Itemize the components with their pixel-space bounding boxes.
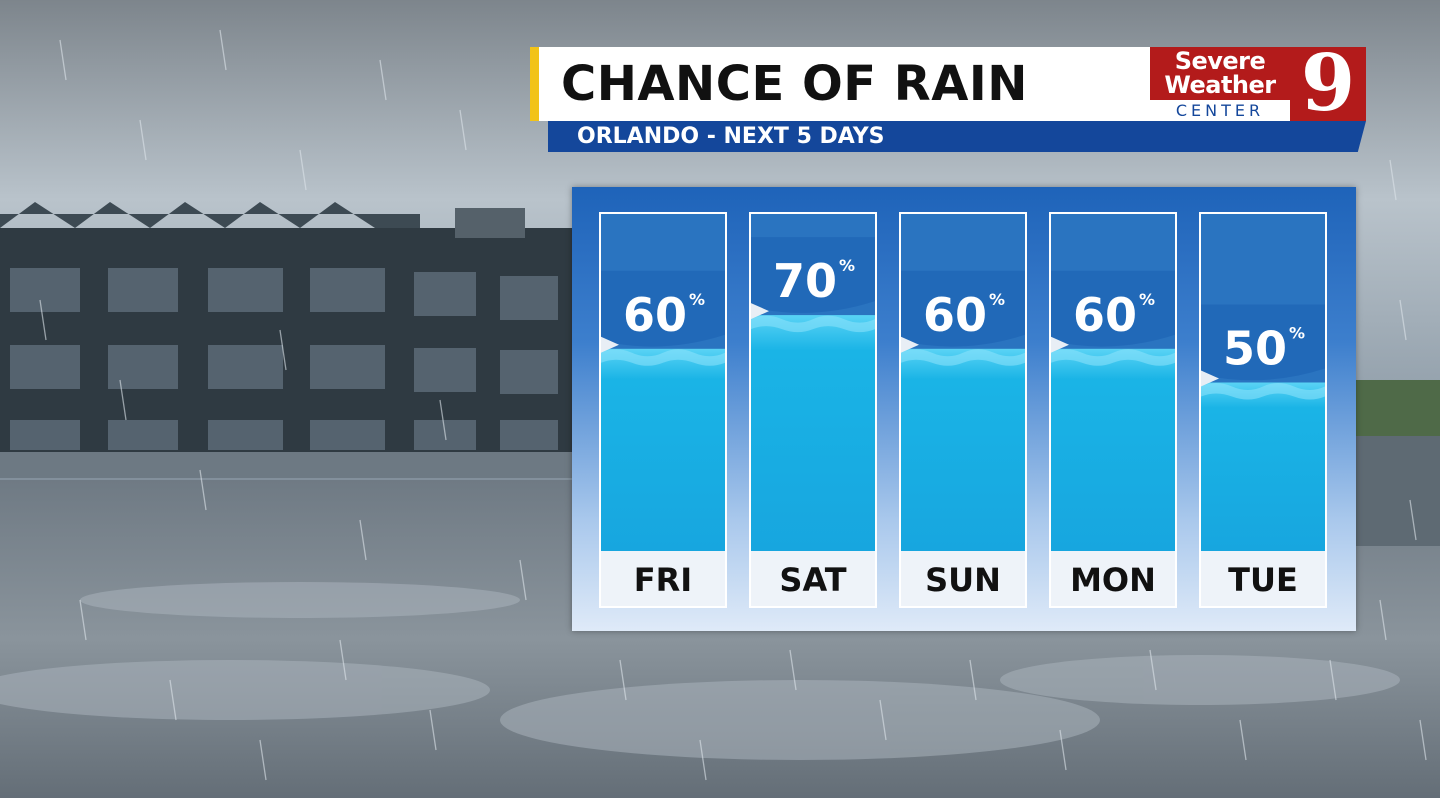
level-pointer bbox=[751, 303, 769, 320]
bar-frame bbox=[1199, 212, 1327, 608]
data-label-unit: % bbox=[989, 290, 1005, 309]
level-pointer bbox=[901, 336, 919, 353]
logo-center-band: CENTER bbox=[1150, 100, 1290, 121]
value-shelf bbox=[751, 237, 875, 313]
tick-label: FRI bbox=[634, 561, 692, 599]
bar-fill bbox=[751, 315, 875, 551]
building bbox=[0, 202, 575, 478]
bar-fill bbox=[601, 348, 725, 551]
value-shelf bbox=[1201, 304, 1325, 381]
data-label-unit: % bbox=[1289, 324, 1305, 343]
level-pointer bbox=[1051, 336, 1069, 353]
data-label-unit: % bbox=[1139, 290, 1155, 309]
chart-title: CHANCE OF RAIN bbox=[561, 56, 1028, 112]
level-pointer bbox=[1201, 370, 1219, 387]
logo-line-severe: Severe bbox=[1174, 47, 1266, 75]
water-wave bbox=[751, 315, 875, 333]
tick-label: SAT bbox=[779, 561, 846, 599]
bar-frame bbox=[899, 212, 1027, 608]
value-shelf bbox=[901, 270, 1025, 347]
chart-subtitle: ORLANDO - NEXT 5 DAYS bbox=[577, 124, 885, 149]
bar-fill bbox=[901, 348, 1025, 551]
bar-column-fri: 60 % FRI bbox=[599, 212, 727, 608]
rain-chance-chart: 60 % FRI 70 % SAT 60 % SUN 60 % MON 50 % TUE bbox=[599, 212, 1327, 608]
rain-streaks bbox=[39, 29, 1427, 781]
bar-column-sat: 70 % SAT bbox=[749, 212, 877, 608]
title-bar: CHANCE OF RAIN bbox=[530, 47, 1150, 121]
data-label: 60 bbox=[1073, 288, 1137, 342]
level-pointer bbox=[601, 336, 619, 353]
logo-line-center: CENTER bbox=[1175, 101, 1265, 120]
bar-fill bbox=[1201, 382, 1325, 551]
puddles bbox=[0, 582, 1400, 760]
day-label-box bbox=[751, 551, 875, 606]
day-label-box bbox=[1051, 551, 1175, 606]
data-label-unit: % bbox=[839, 256, 855, 275]
data-label: 70 bbox=[773, 254, 837, 308]
water-wave bbox=[901, 349, 1025, 366]
data-label: 60 bbox=[623, 288, 687, 342]
data-label-unit: % bbox=[689, 290, 705, 309]
bar-frame bbox=[599, 212, 727, 608]
bar-frame bbox=[1049, 212, 1177, 608]
water-wave bbox=[601, 349, 725, 366]
day-label-box bbox=[1201, 551, 1325, 606]
tick-label: MON bbox=[1070, 561, 1156, 599]
day-label-box bbox=[601, 551, 725, 606]
bar-column-mon: 60 % MON bbox=[1049, 212, 1177, 608]
day-label-box bbox=[901, 551, 1025, 606]
data-label: 60 bbox=[923, 288, 987, 342]
tick-label: TUE bbox=[1228, 561, 1298, 599]
logo-channel-number: 9 bbox=[1300, 38, 1356, 129]
tick-label: SUN bbox=[925, 561, 1001, 599]
value-shelf bbox=[1051, 270, 1175, 347]
right-hedge bbox=[1356, 380, 1440, 546]
rain-chance-chart-panel: 60% FRI 70% SAT 60% SUN 60% MON 50% TUE bbox=[572, 187, 1356, 631]
data-label: 50 bbox=[1223, 322, 1287, 376]
water-wave bbox=[1201, 383, 1325, 400]
bar-column-tue: 50 % TUE bbox=[1199, 212, 1327, 608]
logo-line-weather: Weather bbox=[1164, 71, 1276, 99]
bar-frame bbox=[749, 212, 877, 608]
subtitle-bar: ORLANDO - NEXT 5 DAYS bbox=[548, 121, 1366, 152]
bar-column-sun: 60 % SUN bbox=[899, 212, 1027, 608]
bar-fill bbox=[1051, 348, 1175, 551]
value-shelf bbox=[601, 270, 725, 347]
severe-weather-center-logo: Severe Weather CENTER 9 bbox=[1150, 41, 1366, 127]
water-wave bbox=[1051, 349, 1175, 366]
